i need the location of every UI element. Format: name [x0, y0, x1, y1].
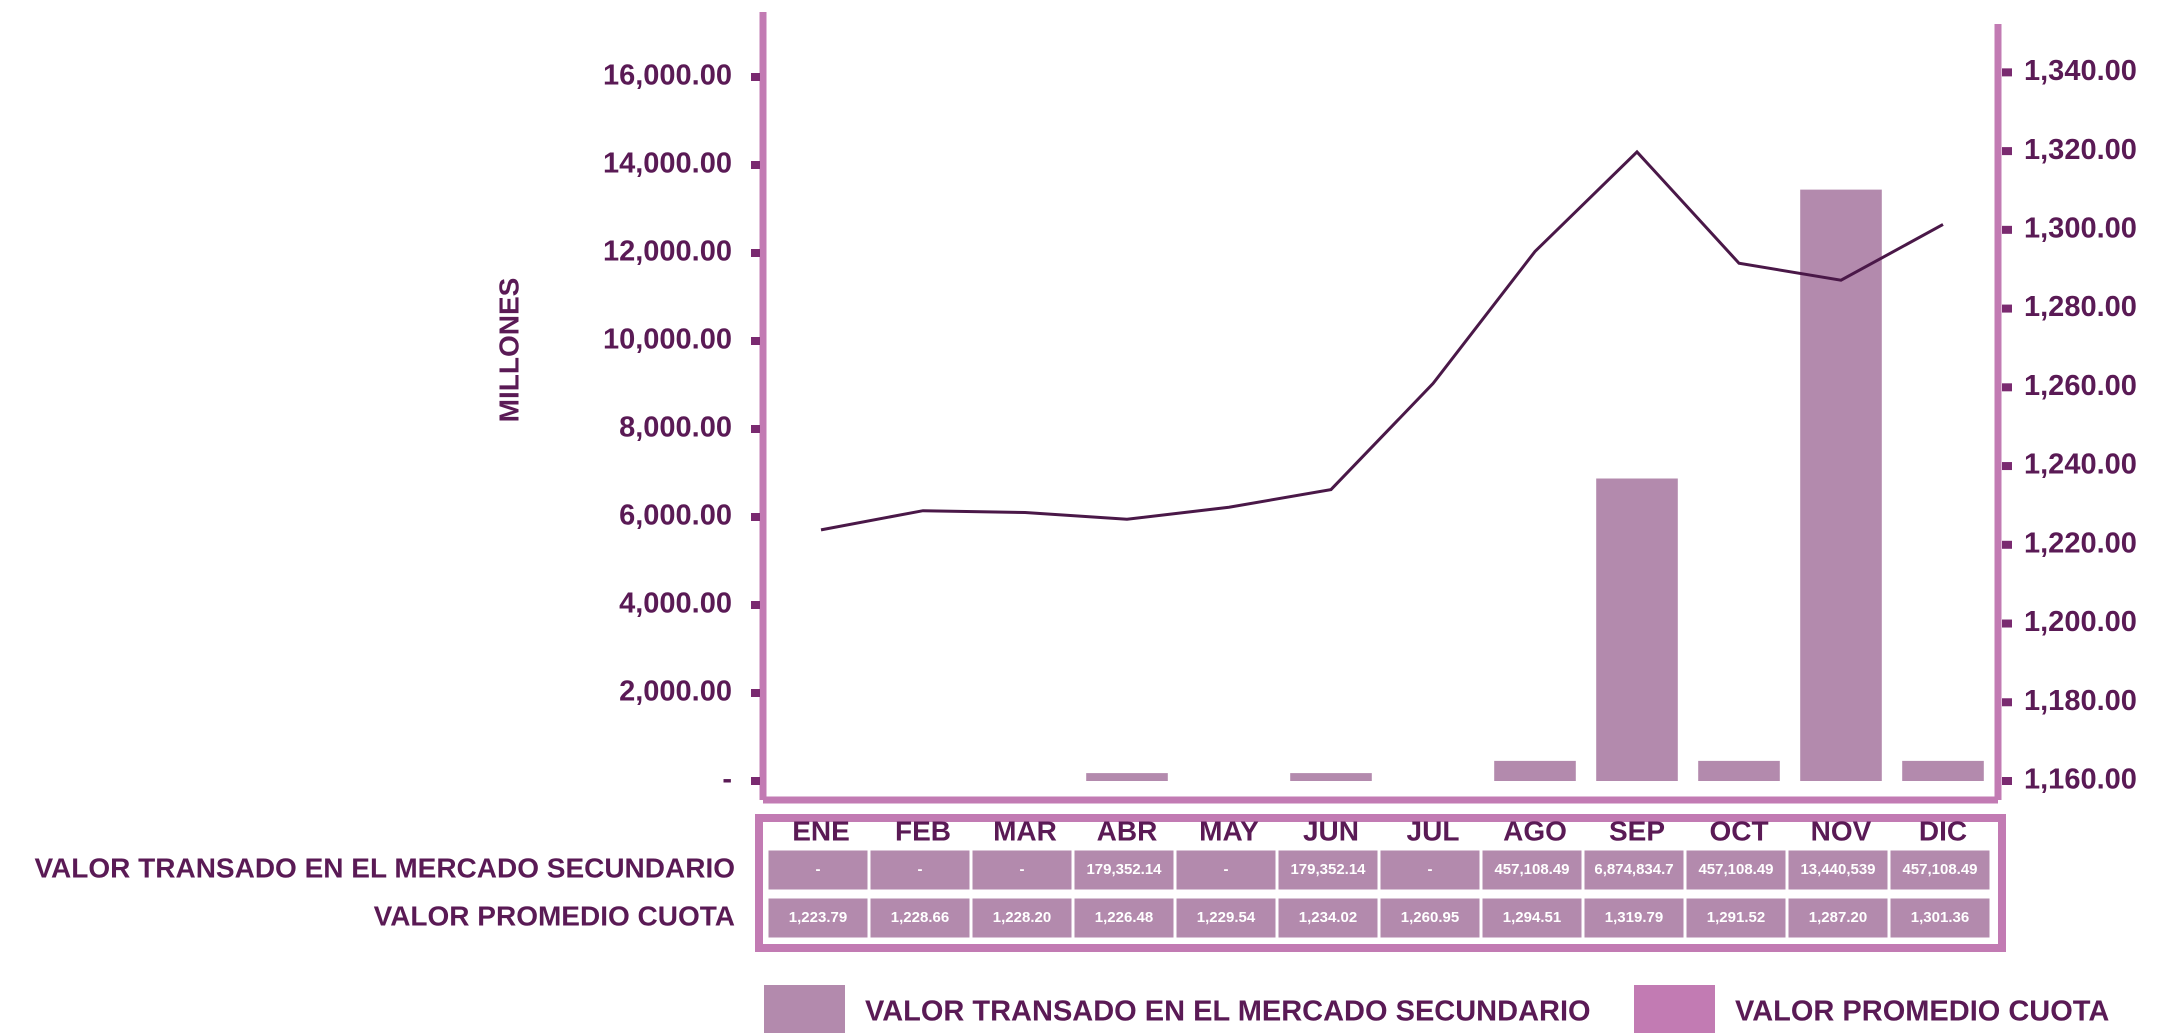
table-cell-text: 1,228.20 [993, 909, 1051, 926]
y2-tick-label: 1,180.00 [2024, 685, 2137, 717]
table-cell-text: 13,440,539 [1800, 861, 1875, 878]
x-tick-label: SEP [1609, 815, 1665, 846]
row-label: VALOR TRANSADO EN EL MERCADO SECUNDARIO [34, 852, 735, 883]
y2-tick-label: 1,240.00 [2024, 449, 2137, 481]
bar [1800, 189, 1882, 782]
table-cell [765, 847, 871, 893]
table-cell [1887, 895, 1993, 941]
table-cell [867, 847, 973, 893]
y-tick-label: 14,000.00 [603, 148, 732, 180]
table-cell [1785, 895, 1891, 941]
bar [1902, 760, 1984, 781]
bar [1596, 478, 1678, 781]
row-label: VALOR PROMEDIO CUOTA [374, 900, 735, 931]
table-cell-text: 1,223.79 [789, 909, 847, 926]
table-cell-text: - [1428, 861, 1433, 878]
table-cell-text: 1,294.51 [1503, 909, 1561, 926]
y-tick-label: 4,000.00 [619, 588, 732, 620]
table-cell-text: - [816, 861, 821, 878]
y2-tick-label: 1,200.00 [2024, 606, 2137, 638]
table-cell-text: 6,874,834.7 [1594, 861, 1673, 878]
table-cell-text: 1,291.52 [1707, 909, 1765, 926]
table-cell [1479, 895, 1585, 941]
table-cell-text: 457,108.49 [1902, 861, 1977, 878]
table-cell [867, 895, 973, 941]
table-cell-text: 1,260.95 [1401, 909, 1459, 926]
table-cell [1173, 847, 1279, 893]
bar [1290, 773, 1372, 781]
table-cell-text: 1,228.66 [891, 909, 949, 926]
table-cell [1581, 847, 1687, 893]
table-cell-text: 1,234.02 [1299, 909, 1357, 926]
table-cell [1683, 847, 1789, 893]
y2-tick-label: 1,160.00 [2024, 764, 2137, 796]
legend-swatch [1634, 985, 1715, 1033]
x-tick-label: ABR [1097, 815, 1158, 846]
y-tick-label: - [722, 764, 732, 796]
table-cell-text: 1,229.54 [1197, 909, 1256, 926]
table-cell-text: 457,108.49 [1494, 861, 1569, 878]
y2-tick-label: 1,220.00 [2024, 527, 2137, 559]
y-tick-label: 10,000.00 [603, 324, 732, 356]
table-cell [1377, 847, 1483, 893]
x-tick-label: NOV [1811, 815, 1872, 846]
y-tick-label: 6,000.00 [619, 500, 732, 532]
line [820, 149, 1944, 532]
legend-label: VALOR TRANSADO EN EL MERCADO SECUNDARIO [865, 996, 1591, 1028]
y-tick-label: 12,000.00 [603, 236, 732, 268]
table-cell-text: 457,108.49 [1698, 861, 1773, 878]
table-cell-text: 1,287.20 [1809, 909, 1867, 926]
x-tick-label: DIC [1919, 815, 1967, 846]
table-cell-text: 1,301.36 [1911, 909, 1969, 926]
x-tick-label: JUL [1407, 815, 1460, 846]
legend-label: VALOR PROMEDIO CUOTA [1735, 996, 2109, 1028]
table-frame [755, 814, 2006, 952]
table-cell-text: 179,352.14 [1290, 861, 1366, 878]
y-tick-label: 16,000.00 [603, 60, 732, 92]
bar [1086, 773, 1168, 781]
table-cell-text: - [1020, 861, 1025, 878]
bar [1494, 760, 1576, 781]
table-cell [1377, 895, 1483, 941]
x-tick-label: ENE [792, 815, 850, 846]
table-cell [1479, 847, 1585, 893]
table-cell-text: 179,352.14 [1086, 861, 1162, 878]
x-tick-label: FEB [895, 815, 951, 846]
y-tick-label: 2,000.00 [619, 676, 732, 708]
table-cell-text: 1,226.48 [1095, 909, 1153, 926]
y2-tick-label: 1,300.00 [2024, 212, 2137, 244]
table-cell [1275, 847, 1381, 893]
table-cell [1071, 847, 1177, 893]
y2-tick-label: 1,340.00 [2024, 55, 2137, 87]
y2-tick-label: 1,260.00 [2024, 370, 2137, 402]
table-cell-text: - [918, 861, 923, 878]
table-cell-text: 1,319.79 [1605, 909, 1663, 926]
x-tick-label: OCT [1709, 815, 1768, 846]
x-tick-label: MAR [993, 815, 1057, 846]
y-axis-label: MILLONES [493, 278, 524, 423]
x-tick-label: AGO [1503, 815, 1567, 846]
x-tick-label: MAY [1199, 815, 1259, 846]
table-cell [1887, 847, 1993, 893]
legend-swatch [764, 985, 845, 1033]
table-cell [1683, 895, 1789, 941]
table-cell [765, 895, 871, 941]
y2-tick-label: 1,320.00 [2024, 134, 2137, 166]
table-cell-text: - [1224, 861, 1229, 878]
y2-tick-label: 1,280.00 [2024, 291, 2137, 323]
y-tick-label: 8,000.00 [619, 412, 732, 444]
bar [1698, 760, 1780, 781]
x-tick-label: JUN [1303, 815, 1359, 846]
